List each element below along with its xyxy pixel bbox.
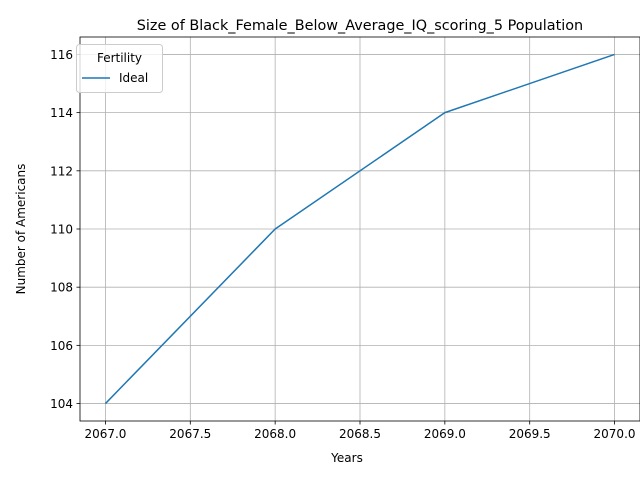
legend-title: Fertility bbox=[97, 51, 142, 65]
legend-box bbox=[76, 44, 163, 93]
legend: Fertility Ideal bbox=[76, 44, 163, 93]
y-tick-label: 114 bbox=[50, 106, 73, 120]
series-layer bbox=[104, 53, 615, 405]
series-line-ideal bbox=[104, 53, 615, 405]
x-tick-label: 2067.5 bbox=[169, 427, 211, 441]
y-tick-label: 112 bbox=[50, 164, 73, 178]
legend-label-ideal: Ideal bbox=[119, 71, 148, 85]
y-tick-label: 116 bbox=[50, 48, 73, 62]
x-tick-label: 2069.0 bbox=[424, 427, 466, 441]
chart-title: Size of Black_Female_Below_Average_IQ_sc… bbox=[137, 18, 583, 34]
y-tick-label: 104 bbox=[50, 397, 73, 411]
x-tick-label: 2068.5 bbox=[339, 427, 381, 441]
y-tick-label: 110 bbox=[50, 223, 73, 237]
x-tick-label: 2070.0 bbox=[594, 427, 636, 441]
x-tick-label: 2068.0 bbox=[254, 427, 296, 441]
x-tick-label: 2069.5 bbox=[509, 427, 551, 441]
y-tick-label: 108 bbox=[50, 281, 73, 295]
y-axis-label: Number of Americans bbox=[14, 164, 28, 295]
axis-ticks: 2067.0 2067.5 2068.0 2068.5 2069.0 2069.5 2070… bbox=[50, 48, 635, 441]
x-axis-label: Years bbox=[330, 451, 363, 465]
y-tick-label: 106 bbox=[50, 339, 73, 353]
x-tick-label: 2067.0 bbox=[84, 427, 126, 441]
